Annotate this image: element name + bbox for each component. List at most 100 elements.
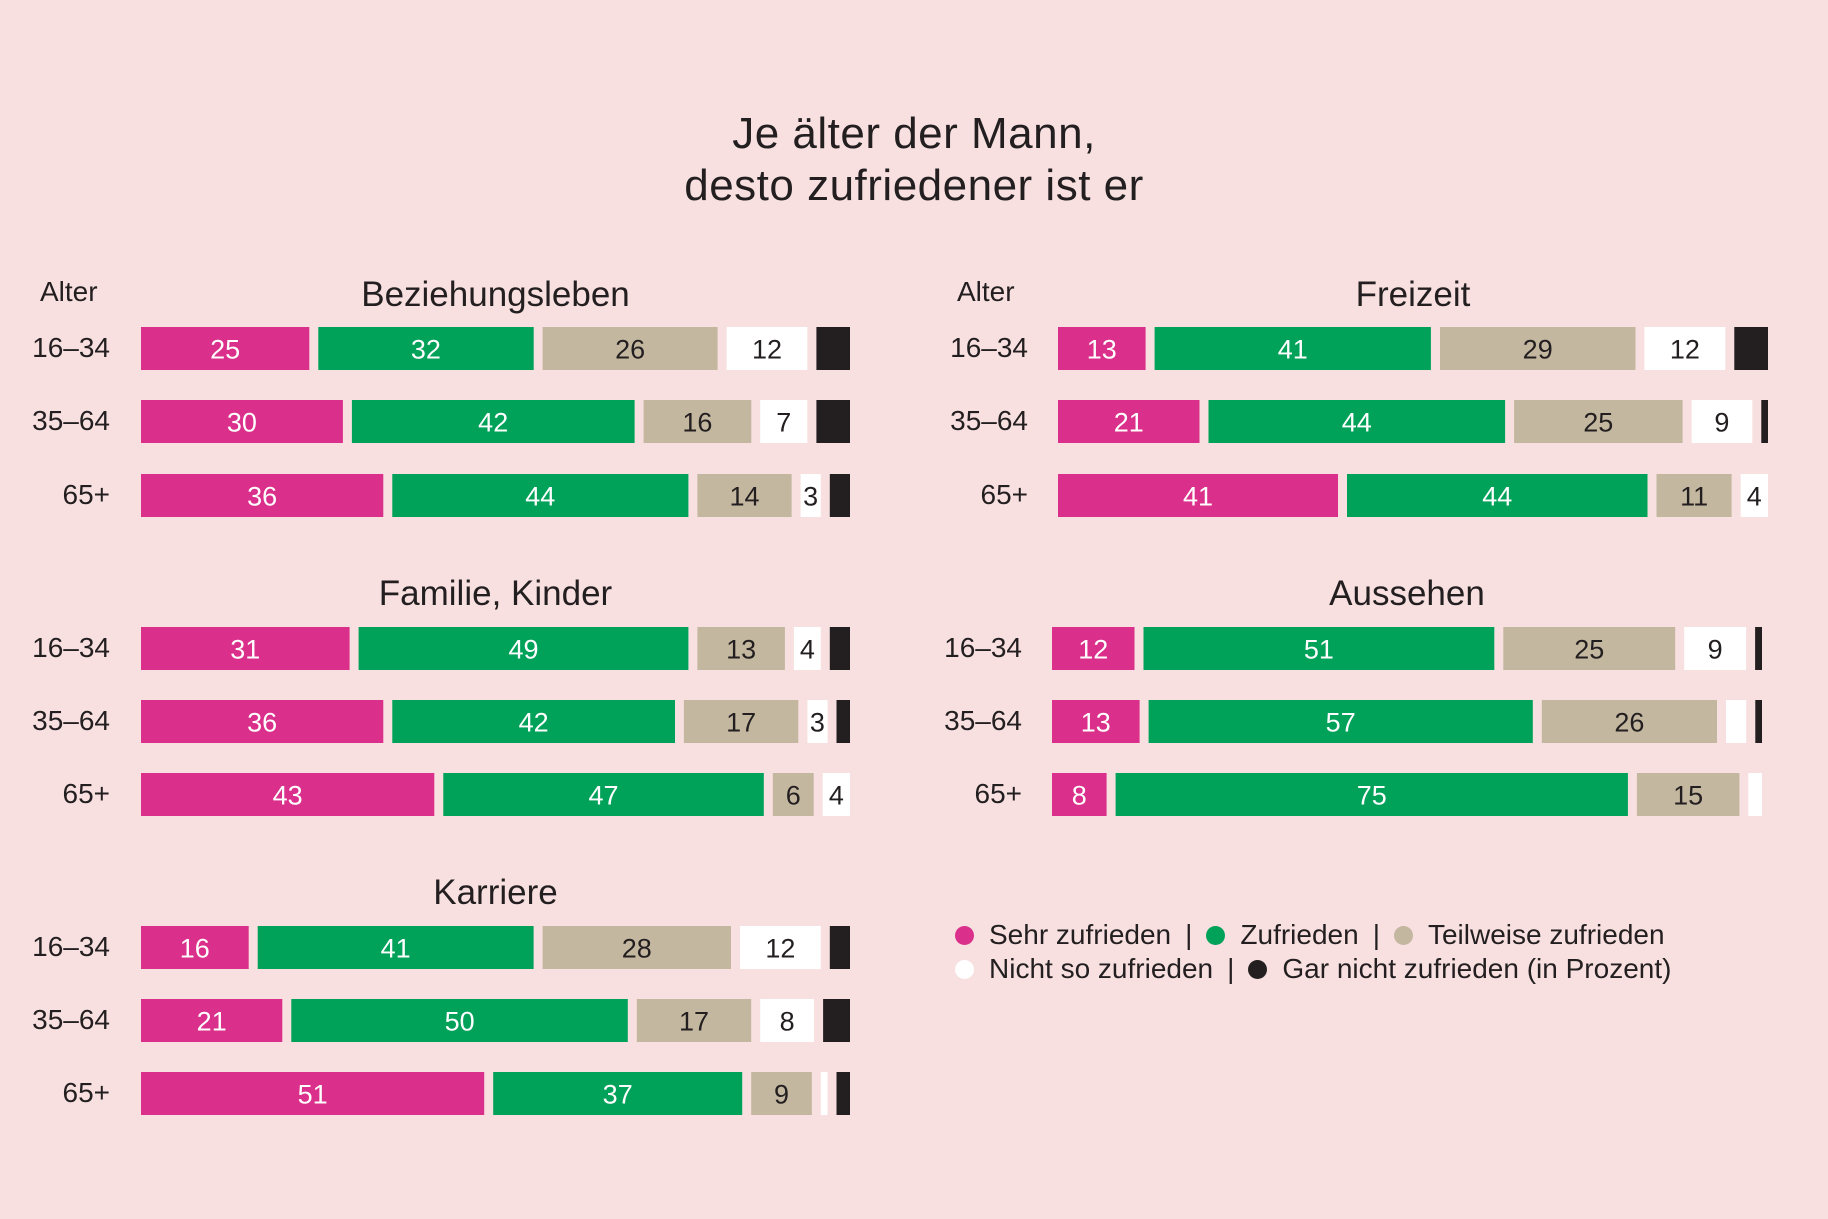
bar-value-label: 25 (1583, 408, 1613, 438)
bar-row-16-34: 16 41 28 12 (141, 926, 850, 969)
bar-value-label: 43 (273, 781, 303, 811)
bar-value-label: 41 (1278, 335, 1308, 365)
bar-value-label: 9 (1708, 635, 1723, 665)
bar-segment-gar-nicht-zufrieden (1761, 400, 1768, 443)
bar-segment-sehr-zufrieden (141, 627, 350, 670)
bar-value-label: 21 (1114, 408, 1144, 438)
bar-segment-zufrieden (1115, 773, 1628, 816)
bar-value-label: 28 (622, 934, 652, 964)
bar-row-35-64: 36 42 17 3 (141, 700, 850, 743)
legend-dot-tan-icon (1393, 925, 1413, 945)
bar-segment-gar-nicht-zufrieden (829, 926, 850, 969)
bar-value-label: 41 (381, 934, 411, 964)
bar-segment-sehr-zufrieden (141, 400, 343, 443)
bar-value-label: 13 (1087, 335, 1117, 365)
bar-value-label: 16 (180, 934, 210, 964)
bar-segment-sehr-zufrieden (1058, 474, 1338, 517)
bar-value-label: 11 (1680, 482, 1708, 512)
age-label: 35–64 (32, 705, 110, 736)
bar-segment-teilweise-zufrieden (1541, 700, 1717, 743)
bar-value-label: 57 (1326, 708, 1356, 738)
bar-value-label: 8 (780, 1007, 795, 1037)
legend-label: Gar nicht zufrieden (in Prozent) (1282, 953, 1672, 984)
bar-segment-gar-nicht-zufrieden (829, 474, 850, 517)
bar-segment-nicht-so-zufrieden (1691, 400, 1753, 443)
bar-segment-gar-nicht-zufrieden (1734, 327, 1768, 370)
bar-segment-gar-nicht-zufrieden (816, 400, 850, 443)
age-label: 16–34 (32, 632, 110, 663)
age-label: 35–64 (32, 1004, 110, 1035)
age-label: 65+ (62, 479, 111, 510)
bar-segment-gar-nicht-zufrieden (823, 999, 850, 1042)
bar-row-35-64: 21 50 17 8 (141, 999, 850, 1042)
bar-segment-nicht-so-zufrieden (760, 400, 808, 443)
legend-dot-black-icon (1248, 959, 1268, 979)
legend-separator: | (1185, 919, 1193, 950)
bar-segment-zufrieden (443, 773, 764, 816)
bar-row-65: 43 47 6 4 (141, 773, 850, 816)
bar-segment-teilweise-zufrieden (1656, 474, 1732, 517)
age-label: 35–64 (944, 705, 1022, 736)
legend-row-1: Sehr zufrieden | Zufrieden | Teilweise z… (955, 918, 1671, 952)
bar-row-35-64: 30 42 16 7 (141, 400, 850, 443)
bar-value-label: 9 (774, 1080, 789, 1110)
bar-value-label: 13 (726, 635, 756, 665)
chart-title-line-1: Je älter der Mann, (732, 109, 1096, 158)
bar-segment-teilweise-zufrieden (542, 327, 718, 370)
bar-value-label: 41 (1183, 482, 1213, 512)
bar-segment-sehr-zufrieden (1052, 700, 1140, 743)
chart-title-line-2: desto zufriedener ist er (684, 161, 1144, 210)
bar-value-label: 30 (227, 408, 257, 438)
bar-segment-sehr-zufrieden (1058, 327, 1146, 370)
bar-segment-teilweise-zufrieden (697, 474, 792, 517)
age-axis-header: Alter (40, 276, 98, 307)
bar-value-label: 21 (197, 1007, 227, 1037)
bar-value-label: 50 (445, 1007, 475, 1037)
bar-value-label: 44 (1482, 482, 1512, 512)
bar-value-label: 6 (786, 781, 801, 811)
legend-separator: | (1227, 953, 1235, 984)
bar-segment-nicht-so-zufrieden (822, 773, 850, 816)
bar-segment-teilweise-zufrieden (697, 627, 785, 670)
bar-segment-gar-nicht-zufrieden (836, 1072, 850, 1115)
bar-row-16-34: 12 51 25 9 (1052, 627, 1762, 670)
bar-value-label: 12 (752, 335, 782, 365)
bar-segment-teilweise-zufrieden (1503, 627, 1676, 670)
bar-value-label: 51 (1304, 635, 1334, 665)
bar-value-label: 25 (210, 335, 240, 365)
bar-segment-zufrieden (392, 474, 689, 517)
legend-dot-white-icon (955, 959, 974, 979)
bar-segment-gar-nicht-zufrieden (1755, 627, 1762, 670)
bar-row-65: 36 44 14 3 (141, 474, 850, 517)
bar-segment-zufrieden (1154, 327, 1431, 370)
legend-label: Nicht so zufrieden (989, 953, 1214, 984)
bar-segment-teilweise-zufrieden (683, 700, 799, 743)
bar-segment-teilweise-zufrieden (643, 400, 752, 443)
bar-row-35-64: 21 44 25 9 (1058, 400, 1768, 443)
bar-value-label: 7 (776, 408, 791, 438)
panel-title: Karriere (433, 873, 558, 912)
bar-segment-zufrieden (358, 627, 689, 670)
chart-title: Je älter der Mann, desto zufriedener ist… (0, 108, 1828, 212)
bar-segment-sehr-zufrieden (1052, 773, 1107, 816)
panel-title: Aussehen (1329, 574, 1485, 613)
bar-value-label: 17 (726, 708, 756, 738)
legend-item-teilweise-zufrieden: Teilweise zufrieden (1393, 918, 1665, 952)
bar-value-label: 37 (603, 1080, 633, 1110)
legend-item-sehr-zufrieden: Sehr zufrieden (955, 918, 1171, 952)
bar-value-label: 49 (508, 635, 538, 665)
bar-value-label: 9 (1714, 408, 1729, 438)
bar-segment-nicht-so-zufrieden (793, 627, 821, 670)
bar-segment-zufrieden (318, 327, 534, 370)
bar-segment-nicht-so-zufrieden (726, 327, 808, 370)
legend-label: Zufrieden (1240, 919, 1359, 950)
bar-segment-sehr-zufrieden (141, 327, 310, 370)
bar-row-16-34: 25 32 26 12 (141, 327, 850, 370)
bar-segment-gar-nicht-zufrieden (1755, 700, 1762, 743)
bar-value-label: 12 (1078, 635, 1108, 665)
bar-value-label: 4 (829, 781, 844, 811)
bar-value-label: 44 (525, 482, 555, 512)
bar-value-label: 12 (765, 934, 795, 964)
bar-row-65: 41 44 11 4 (1058, 474, 1768, 517)
age-label: 35–64 (950, 405, 1028, 436)
